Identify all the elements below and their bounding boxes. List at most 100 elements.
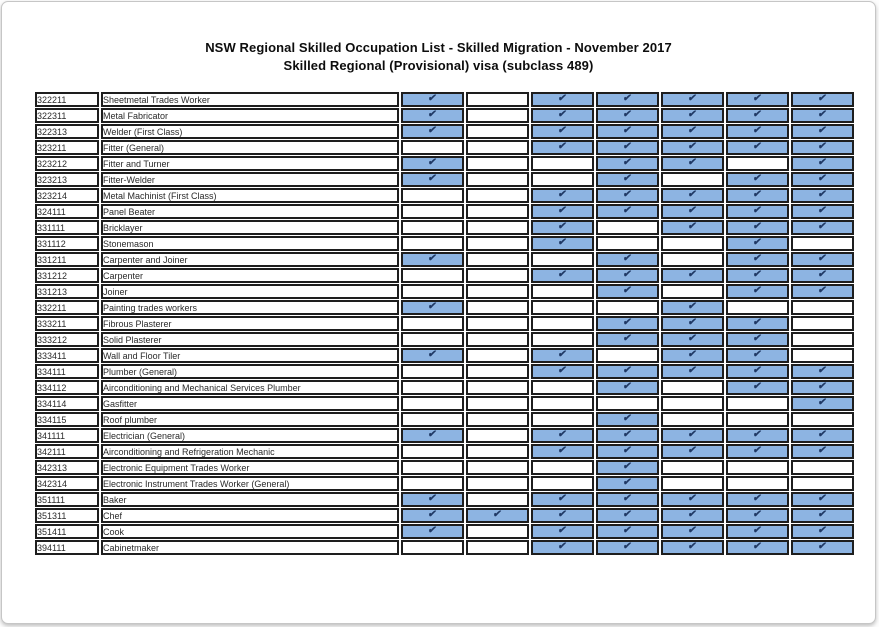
check-cell-checked: ✔ — [726, 332, 789, 347]
check-cell-checked: ✔ — [596, 172, 659, 187]
check-icon: ✔ — [817, 525, 828, 536]
check-icon: ✔ — [687, 333, 698, 344]
check-cell-checked: ✔ — [791, 156, 854, 171]
check-cell-empty — [466, 540, 529, 555]
check-cell-checked: ✔ — [726, 444, 789, 459]
occupation-name-cell: Baker — [101, 492, 399, 507]
check-cell-empty — [466, 332, 529, 347]
check-cell-checked: ✔ — [596, 492, 659, 507]
check-cell-checked: ✔ — [726, 492, 789, 507]
check-icon: ✔ — [557, 349, 568, 360]
check-cell-checked: ✔ — [661, 268, 724, 283]
check-icon: ✔ — [817, 253, 828, 264]
check-icon: ✔ — [752, 125, 763, 136]
check-cell-checked: ✔ — [531, 108, 594, 123]
check-cell-checked: ✔ — [791, 396, 854, 411]
table-row: 394111 Cabinetmaker ✔ ✔ ✔ ✔ ✔ — [35, 540, 854, 555]
check-cell-checked: ✔ — [661, 92, 724, 107]
check-cell-empty — [466, 444, 529, 459]
check-cell-checked: ✔ — [726, 316, 789, 331]
check-cell-checked: ✔ — [661, 124, 724, 139]
check-cell-empty — [401, 412, 464, 427]
check-icon: ✔ — [752, 93, 763, 104]
check-cell-checked: ✔ — [596, 108, 659, 123]
check-icon: ✔ — [622, 477, 633, 488]
occupation-code-cell: 342111 — [35, 444, 99, 459]
table-row: 331111 Bricklayer ✔ ✔ ✔ ✔ — [35, 220, 854, 235]
check-cell-checked: ✔ — [726, 108, 789, 123]
check-icon: ✔ — [427, 125, 438, 136]
occupation-name-cell: Fitter and Turner — [101, 156, 399, 171]
check-cell-checked: ✔ — [791, 444, 854, 459]
check-icon: ✔ — [687, 157, 698, 168]
occupation-code-cell: 333411 — [35, 348, 99, 363]
check-cell-empty — [726, 156, 789, 171]
check-cell-checked: ✔ — [596, 380, 659, 395]
occupation-table: 322211 Sheetmetal Trades Worker ✔ ✔ ✔ ✔ ✔ ✔ 3223… — [33, 91, 856, 556]
check-cell-checked: ✔ — [791, 92, 854, 107]
occupation-name-cell: Painting trades workers — [101, 300, 399, 315]
occupation-name-cell: Welder (First Class) — [101, 124, 399, 139]
check-icon: ✔ — [752, 141, 763, 152]
occupation-name-cell: Plumber (General) — [101, 364, 399, 379]
check-cell-checked: ✔ — [401, 348, 464, 363]
check-icon: ✔ — [557, 221, 568, 232]
check-cell-empty — [466, 284, 529, 299]
check-cell-checked: ✔ — [596, 316, 659, 331]
check-cell-checked: ✔ — [726, 348, 789, 363]
occupation-name-cell: Solid Plasterer — [101, 332, 399, 347]
check-icon: ✔ — [622, 173, 633, 184]
occupation-code-cell: 331211 — [35, 252, 99, 267]
check-cell-checked: ✔ — [531, 428, 594, 443]
check-cell-empty — [466, 380, 529, 395]
check-icon: ✔ — [557, 189, 568, 200]
check-cell-empty — [531, 380, 594, 395]
table-row: 331213 Joiner ✔ ✔ ✔ — [35, 284, 854, 299]
occupation-code-cell: 322311 — [35, 108, 99, 123]
check-cell-empty — [596, 300, 659, 315]
occupation-name-cell: Chef — [101, 508, 399, 523]
occupation-code-cell: 334112 — [35, 380, 99, 395]
check-cell-checked: ✔ — [726, 524, 789, 539]
check-cell-checked: ✔ — [661, 204, 724, 219]
check-cell-empty — [466, 124, 529, 139]
check-icon: ✔ — [817, 269, 828, 280]
check-icon: ✔ — [622, 285, 633, 296]
title-line-1: NSW Regional Skilled Occupation List - S… — [205, 40, 672, 55]
check-icon: ✔ — [622, 157, 633, 168]
check-cell-checked: ✔ — [791, 492, 854, 507]
check-icon: ✔ — [427, 93, 438, 104]
occupation-name-cell: Stonemason — [101, 236, 399, 251]
check-cell-checked: ✔ — [791, 108, 854, 123]
table-row: 323211 Fitter (General) ✔ ✔ ✔ ✔ ✔ — [35, 140, 854, 155]
check-cell-checked: ✔ — [661, 508, 724, 523]
check-cell-checked: ✔ — [401, 92, 464, 107]
occupation-name-cell: Joiner — [101, 284, 399, 299]
occupation-name-cell: Metal Machinist (First Class) — [101, 188, 399, 203]
check-icon: ✔ — [557, 365, 568, 376]
table-row: 342314 Electronic Instrument Trades Worke… — [35, 476, 854, 491]
check-icon: ✔ — [817, 509, 828, 520]
check-cell-empty — [531, 284, 594, 299]
check-icon: ✔ — [427, 253, 438, 264]
occupation-name-cell: Sheetmetal Trades Worker — [101, 92, 399, 107]
check-cell-empty — [401, 284, 464, 299]
table-row: 351111 Baker ✔ ✔ ✔ ✔ ✔ ✔ — [35, 492, 854, 507]
check-cell-checked: ✔ — [401, 508, 464, 523]
check-cell-checked: ✔ — [791, 380, 854, 395]
check-cell-checked: ✔ — [596, 460, 659, 475]
check-icon: ✔ — [817, 157, 828, 168]
occupation-name-cell: Cabinetmaker — [101, 540, 399, 555]
check-icon: ✔ — [817, 109, 828, 120]
check-icon: ✔ — [557, 93, 568, 104]
check-cell-checked: ✔ — [531, 492, 594, 507]
check-icon: ✔ — [427, 525, 438, 536]
check-icon: ✔ — [622, 381, 633, 392]
table-row: 334114 Gasfitter ✔ — [35, 396, 854, 411]
occupation-code-cell: 351311 — [35, 508, 99, 523]
check-cell-empty — [401, 444, 464, 459]
check-icon: ✔ — [752, 269, 763, 280]
check-cell-checked: ✔ — [661, 364, 724, 379]
check-cell-empty — [791, 332, 854, 347]
check-icon: ✔ — [557, 429, 568, 440]
